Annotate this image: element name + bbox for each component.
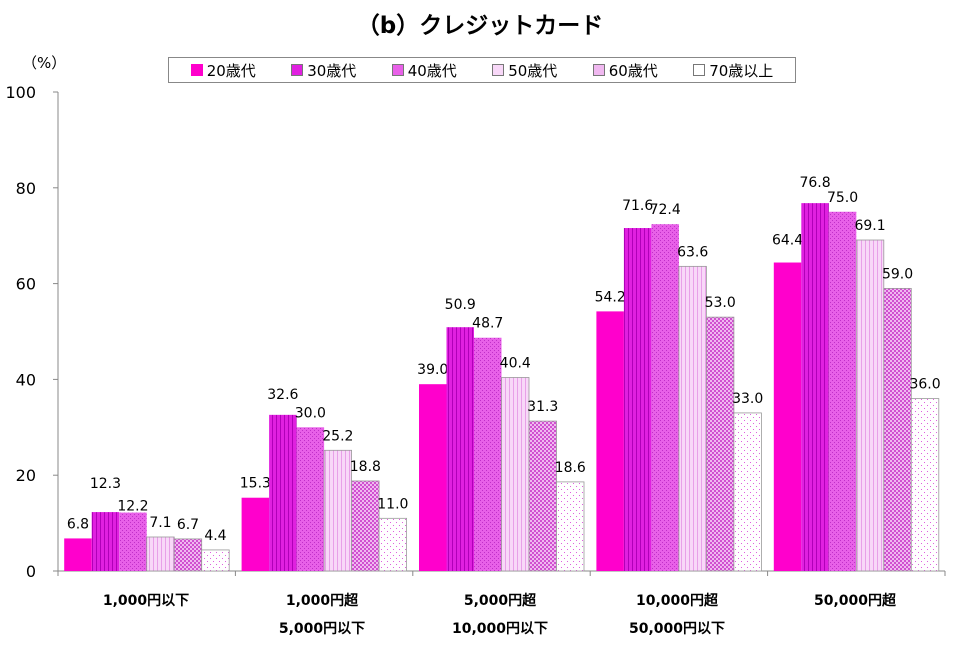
legend-swatch-40s bbox=[391, 64, 404, 76]
bar-0-5 bbox=[201, 549, 230, 572]
data-label-0-0: 6.8 bbox=[67, 516, 89, 532]
legend-item-30s: 30歳代 bbox=[291, 60, 356, 81]
legend-swatch-60s bbox=[592, 64, 605, 76]
bar-3-3 bbox=[678, 265, 707, 572]
data-label-0-3: 7.1 bbox=[149, 515, 171, 531]
bar-1-5 bbox=[378, 517, 408, 572]
category-label-0-line1: 1,000円以下 bbox=[102, 593, 190, 609]
category-label-4-line1: 50,000円超 bbox=[813, 593, 897, 609]
legend-swatch-20s bbox=[190, 64, 203, 76]
data-label-3-2: 72.4 bbox=[650, 202, 681, 218]
bar-3-2 bbox=[651, 224, 679, 572]
data-label-4-1: 76.8 bbox=[799, 175, 830, 191]
bar-0-0 bbox=[64, 538, 92, 571]
data-label-2-1: 50.9 bbox=[445, 297, 476, 313]
bar-1-2 bbox=[296, 427, 325, 571]
legend-label-30s: 30歳代 bbox=[307, 61, 357, 80]
bar-4-1 bbox=[801, 203, 829, 572]
data-label-1-1: 32.6 bbox=[267, 387, 298, 403]
legend-label-40s: 40歳代 bbox=[407, 61, 457, 80]
category-label-3-line2: 50,000円以下 bbox=[628, 621, 726, 637]
y-tick-label-40: 40 bbox=[16, 370, 36, 389]
data-label-4-5: 36.0 bbox=[909, 377, 940, 393]
bar-3-1 bbox=[623, 228, 652, 571]
data-label-3-3: 63.6 bbox=[677, 244, 708, 260]
data-label-0-1: 12.3 bbox=[90, 476, 121, 492]
legend-swatch-30s bbox=[291, 64, 304, 76]
legend-item-40s: 40歳代 bbox=[391, 60, 457, 81]
bar-2-0 bbox=[419, 384, 447, 571]
data-label-3-4: 53.0 bbox=[705, 295, 736, 311]
bar-3-5 bbox=[733, 412, 762, 572]
bar-4-5 bbox=[910, 398, 940, 572]
data-label-1-2: 30.0 bbox=[295, 405, 326, 421]
data-label-2-4: 31.3 bbox=[527, 399, 558, 415]
data-label-3-1: 71.6 bbox=[622, 198, 653, 214]
bar-1-0 bbox=[241, 497, 270, 571]
category-label-2-line1: 5,000円超 bbox=[463, 593, 537, 609]
data-label-2-2: 48.7 bbox=[472, 316, 503, 332]
bar-0-2 bbox=[119, 512, 147, 571]
legend-label-50s: 50歳代 bbox=[508, 61, 558, 80]
category-label-1-line1: 1,000円超 bbox=[285, 593, 359, 609]
y-tick-label-100: 100 bbox=[5, 83, 36, 102]
bar-4-0 bbox=[773, 262, 802, 571]
bar-4-4 bbox=[883, 287, 912, 572]
legend-item-60s: 60歳代 bbox=[592, 60, 658, 81]
bar-1-3 bbox=[323, 449, 353, 572]
y-tick-label-60: 60 bbox=[16, 275, 36, 294]
bar-2-4 bbox=[528, 420, 557, 572]
data-label-0-2: 12.2 bbox=[117, 499, 148, 515]
legend-swatch-50s bbox=[492, 64, 505, 76]
bar-2-5 bbox=[556, 481, 585, 572]
bar-2-2 bbox=[474, 337, 502, 571]
bar-1-1 bbox=[269, 414, 297, 571]
category-label-1-line2: 5,000円以下 bbox=[278, 621, 366, 637]
bar-4-2 bbox=[828, 211, 857, 571]
y-tick-label-20: 20 bbox=[16, 466, 36, 485]
category-label-2-line2: 10,000円以下 bbox=[451, 621, 549, 637]
y-tick-label-0: 0 bbox=[26, 562, 36, 581]
category-label-3-line1: 10,000円超 bbox=[635, 593, 719, 609]
data-label-1-3: 25.2 bbox=[322, 428, 353, 444]
y-tick-label-80: 80 bbox=[16, 179, 36, 198]
bar-0-1 bbox=[91, 512, 120, 571]
bar-2-1 bbox=[446, 327, 474, 571]
legend-label-60s: 60歳代 bbox=[608, 61, 658, 80]
bar-1-4 bbox=[351, 480, 380, 572]
legend-item-50s: 50歳代 bbox=[492, 60, 557, 81]
data-label-3-0: 54.2 bbox=[595, 289, 626, 305]
bar-3-4 bbox=[706, 316, 735, 572]
chart-title: （b）クレジットカード bbox=[356, 13, 604, 39]
data-label-1-5: 11.0 bbox=[377, 496, 408, 512]
legend-item-20s: 20歳代 bbox=[190, 60, 256, 81]
data-label-0-5: 4.4 bbox=[204, 528, 226, 544]
data-label-2-0: 39.0 bbox=[417, 362, 448, 378]
data-label-4-3: 69.1 bbox=[854, 218, 885, 234]
data-label-4-2: 75.0 bbox=[827, 190, 858, 206]
data-label-2-3: 40.4 bbox=[500, 355, 531, 371]
y-axis-unit-label: （%） bbox=[22, 54, 67, 72]
data-label-4-0: 64.4 bbox=[772, 233, 803, 249]
data-label-4-4: 59.0 bbox=[882, 266, 913, 282]
legend-item-70s-plus: 70歳以上 bbox=[693, 60, 773, 81]
data-label-1-4: 18.8 bbox=[350, 459, 381, 475]
bar-2-3 bbox=[501, 377, 530, 572]
legend-swatch-70s-plus bbox=[693, 64, 706, 76]
data-label-2-5: 18.6 bbox=[555, 460, 586, 476]
bar-3-0 bbox=[596, 311, 624, 571]
bar-0-3 bbox=[146, 536, 175, 572]
data-label-3-5: 33.0 bbox=[732, 391, 763, 407]
legend-label-20s: 20歳代 bbox=[206, 61, 256, 80]
legend-label-70s-plus: 70歳以上 bbox=[709, 61, 774, 80]
bar-0-4 bbox=[173, 538, 203, 572]
data-label-1-0: 15.3 bbox=[240, 476, 271, 492]
legend: 20歳代 30歳代 40歳代 50歳代 60歳代 70歳以上 bbox=[168, 57, 796, 83]
data-label-0-4: 6.7 bbox=[177, 517, 199, 533]
bar-4-3 bbox=[855, 239, 885, 572]
